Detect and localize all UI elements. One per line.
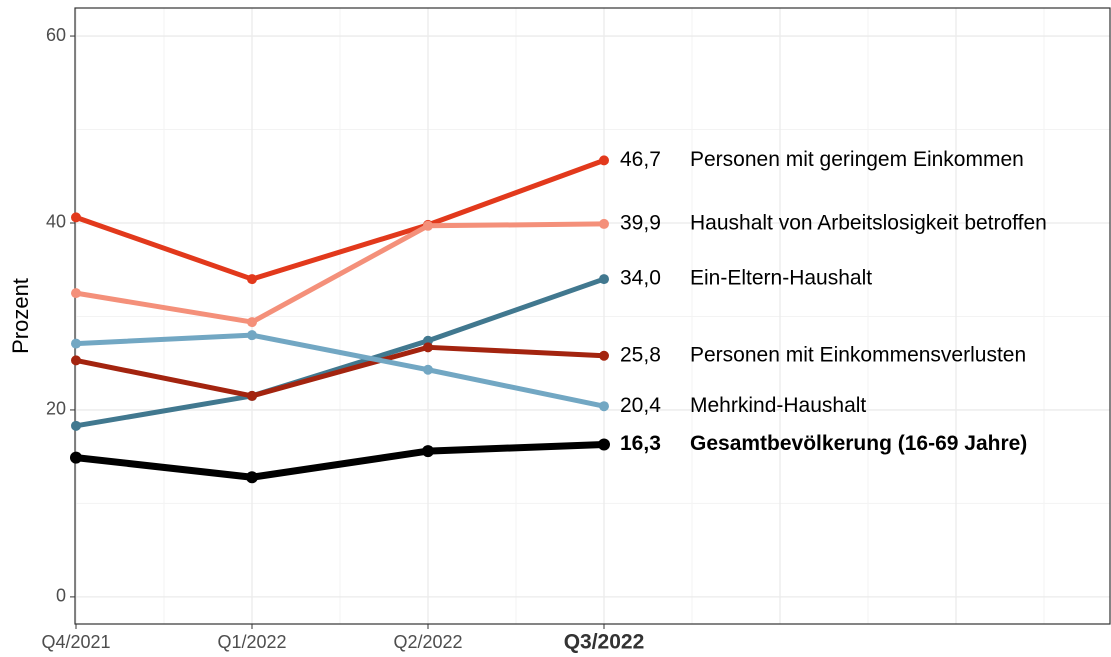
point — [247, 317, 257, 328]
value-label: 39,9 — [620, 211, 661, 234]
x-tick-label: Q2/2022 — [393, 632, 462, 652]
point — [71, 288, 81, 299]
series-label: Personen mit geringem Einkommen — [690, 148, 1024, 171]
series: 20,4 Mehrkind-Haushalt — [71, 330, 866, 417]
series: 16,3 Gesamtbevölkerung (16-69 Jahre) — [70, 432, 1027, 484]
y-tick-label: 20 — [46, 399, 66, 419]
point — [599, 218, 609, 229]
point — [422, 445, 434, 458]
point — [71, 420, 81, 431]
series: 39,9 Haushalt von Arbeitslosigkeit betrof… — [71, 211, 1047, 328]
point — [71, 338, 81, 349]
point — [247, 390, 257, 401]
y-axis-label: Prozent — [8, 278, 33, 354]
line — [72, 441, 608, 481]
line — [73, 221, 607, 325]
point — [247, 274, 257, 285]
point — [247, 330, 257, 341]
panel-border — [74, 7, 1111, 625]
series-label: Ein-Eltern-Haushalt — [690, 267, 872, 290]
series-label: Mehrkind-Haushalt — [690, 394, 866, 417]
point — [246, 471, 258, 484]
point — [599, 350, 609, 361]
value-label: 20,4 — [620, 394, 661, 417]
value-label: 46,7 — [620, 148, 661, 171]
point — [423, 342, 433, 353]
line — [73, 157, 607, 282]
series-label: Haushalt von Arbeitslosigkeit betroffen — [690, 211, 1047, 234]
x-tick-label: Q3/2022 — [564, 631, 645, 654]
value-label: 25,8 — [620, 343, 661, 366]
x-tick-label: Q4/2021 — [41, 632, 110, 652]
y-tick-label: 60 — [46, 25, 66, 45]
series-label: Personen mit Einkommensverlusten — [690, 343, 1026, 366]
point — [423, 364, 433, 375]
point — [71, 212, 81, 223]
line — [73, 344, 607, 399]
point — [598, 438, 610, 451]
series: 46,7 Personen mit geringem Einkommen — [71, 148, 1024, 285]
value-label: 34,0 — [620, 267, 661, 290]
series: 25,8 Personen mit Einkommensverlusten — [71, 342, 1026, 401]
point — [70, 451, 82, 464]
y-tick-label: 0 — [56, 586, 66, 606]
point — [599, 155, 609, 166]
series-label: Gesamtbevölkerung (16-69 Jahre) — [690, 432, 1027, 455]
point — [599, 401, 609, 412]
series: 34,0 Ein-Eltern-Haushalt — [71, 267, 872, 431]
line — [73, 276, 607, 429]
point — [423, 220, 433, 231]
point — [71, 355, 81, 366]
x-tick-label: Q1/2022 — [217, 632, 286, 652]
value-label: 16,3 — [620, 432, 661, 455]
y-tick-label: 40 — [46, 212, 66, 232]
line — [73, 332, 607, 409]
point — [599, 274, 609, 285]
